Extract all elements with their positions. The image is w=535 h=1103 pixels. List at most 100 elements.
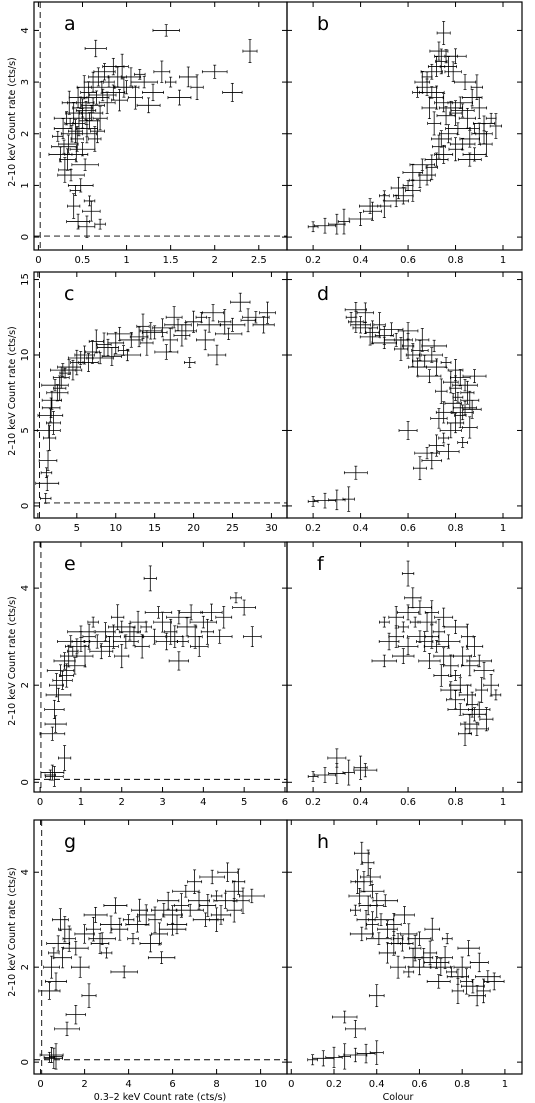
data-point <box>44 769 56 781</box>
data-point <box>313 492 337 509</box>
data-point <box>153 611 172 633</box>
data-point <box>450 670 461 681</box>
data-point <box>417 612 437 632</box>
x-tick-label: 5 <box>74 523 80 534</box>
data-point <box>65 1004 86 1025</box>
data-point <box>428 434 445 457</box>
data-point <box>414 447 440 460</box>
data-point <box>356 302 374 323</box>
data-point <box>176 617 198 637</box>
data-point <box>139 934 162 953</box>
data-point <box>360 884 385 899</box>
data-point <box>242 39 258 64</box>
data-point <box>43 1051 56 1063</box>
panel-letter: h <box>317 831 329 853</box>
data-point <box>174 322 197 340</box>
data-point <box>76 124 97 144</box>
data-point <box>457 437 468 448</box>
data-point <box>110 965 138 979</box>
data-point <box>106 326 133 341</box>
panel-b: 0.2 0.4 0.6 0.8 1 b <box>286 1 523 266</box>
data-point <box>452 379 478 392</box>
data-point <box>259 301 276 324</box>
data-point <box>190 636 209 657</box>
data-point <box>213 892 238 909</box>
y-axis-title-row-1: 2–10 keV Count rate (cts/s) <box>7 57 18 186</box>
data-point <box>131 898 148 922</box>
data-point <box>62 925 76 952</box>
data-point <box>471 96 488 120</box>
data-point <box>45 972 67 991</box>
data-point <box>84 39 107 58</box>
x-tick-label: 10 <box>109 523 122 534</box>
data-point <box>443 619 468 634</box>
data-point <box>219 317 246 332</box>
data-point <box>176 903 204 917</box>
data-point <box>96 332 112 357</box>
data-point <box>187 624 203 649</box>
data-point <box>172 884 200 898</box>
data-point <box>187 869 203 894</box>
data-point <box>465 721 489 736</box>
x-tick-label: 2 <box>119 797 125 808</box>
data-point <box>143 565 157 592</box>
x-tick-label: 3 <box>159 797 165 808</box>
data-point <box>327 748 347 768</box>
data-point <box>450 103 475 118</box>
data-point <box>222 82 243 102</box>
data-point <box>52 670 73 690</box>
data-point <box>379 190 390 202</box>
data-point <box>435 378 448 404</box>
data-point <box>379 616 390 628</box>
data-point <box>40 493 52 504</box>
data-point <box>307 221 319 233</box>
data-point <box>424 600 439 625</box>
data-point <box>92 106 108 131</box>
y-tick-label: 2 <box>20 964 31 970</box>
data-point <box>64 118 76 129</box>
data-point <box>148 906 162 933</box>
data-point <box>46 664 75 677</box>
x-tick-label: 0 <box>37 1079 43 1090</box>
data-point <box>195 312 208 323</box>
x-tick-label: 1 <box>123 255 129 266</box>
data-point <box>71 158 99 171</box>
data-point <box>435 401 452 424</box>
x-tick-label: 0.4 <box>353 255 369 266</box>
x-tick-label: 0 <box>35 523 41 534</box>
data-point <box>397 604 420 621</box>
data-point <box>344 302 367 318</box>
data-point <box>409 616 421 628</box>
data-point <box>59 148 76 171</box>
data-point <box>40 467 53 478</box>
data-point <box>44 715 67 733</box>
data-point <box>443 654 459 677</box>
data-point <box>483 674 499 697</box>
data-point <box>90 932 110 954</box>
data-point <box>89 88 117 102</box>
data-point <box>445 122 471 135</box>
data-point <box>111 917 129 941</box>
data-point <box>74 345 95 365</box>
y-axis-title-row-3: 2–10 keV Count rate (cts/s) <box>7 596 18 725</box>
data-point <box>100 915 122 934</box>
x-tick-label: 6 <box>282 797 288 808</box>
data-point <box>338 1043 351 1070</box>
data-point <box>59 663 75 688</box>
x-tick-label: 0.2 <box>305 797 321 808</box>
data-point <box>43 955 60 979</box>
data-point <box>76 644 94 668</box>
data-point <box>354 841 370 865</box>
y-tick-label: 2 <box>20 131 31 137</box>
data-point <box>461 655 479 677</box>
data-point <box>427 111 442 136</box>
panel-letter: e <box>64 553 76 575</box>
data-point <box>431 130 452 148</box>
x-tick-label: 1 <box>78 797 84 808</box>
data-point <box>100 947 113 959</box>
data-point <box>111 604 125 631</box>
data-point <box>439 56 457 77</box>
data-point <box>81 983 97 1008</box>
data-point <box>189 615 217 629</box>
y-tick-label: 0 <box>20 779 31 785</box>
